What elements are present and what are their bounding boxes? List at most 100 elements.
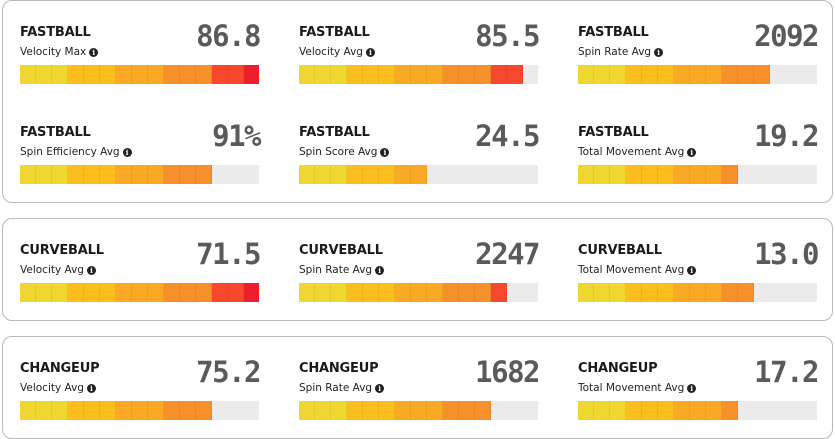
- metric-label-text: Spin Score Avg: [299, 146, 378, 158]
- bar-segment: [642, 283, 658, 302]
- info-icon[interactable]: i: [687, 266, 697, 275]
- metric-value: 71.5: [196, 237, 261, 271]
- bar-segment: [52, 65, 68, 84]
- bar-segment: [148, 283, 164, 302]
- bar-segment: [395, 401, 411, 420]
- bar-segment: [459, 65, 475, 84]
- bar-segment: [427, 401, 443, 420]
- bar-segment: [379, 65, 395, 84]
- bar-segment: [475, 401, 491, 420]
- bar-segment: [642, 65, 658, 84]
- metric-value: 86.8: [196, 19, 261, 53]
- bar-segment: [610, 65, 626, 84]
- info-icon[interactable]: i: [86, 384, 96, 393]
- percentile-bar: [578, 165, 817, 184]
- bar-segment: [379, 165, 395, 184]
- metric-curveball-velocity-avg: CURVEBALL Velocity Avg i 71.5: [20, 219, 261, 303]
- metric-value: 13.0: [754, 237, 819, 271]
- bar-segment: [363, 165, 379, 184]
- bar-segment: [395, 283, 411, 302]
- bar-segment: [196, 401, 212, 420]
- bar-segment: [196, 165, 212, 184]
- metric-label: Spin Efficiency Avg i: [20, 146, 132, 158]
- metric-label: Spin Rate Avg i: [299, 382, 385, 394]
- metric-label: Velocity Avg i: [299, 46, 375, 58]
- bar-segment: [116, 283, 132, 302]
- bar-segment: [610, 283, 626, 302]
- bar-segment: [626, 401, 642, 420]
- bar-segment: [690, 65, 706, 84]
- info-icon[interactable]: i: [380, 148, 390, 157]
- bar-segment: [411, 165, 427, 184]
- bar-segment: [690, 165, 706, 184]
- bar-segment: [626, 65, 642, 84]
- metric-value: 24.5: [475, 119, 540, 153]
- bar-segment: [116, 65, 132, 84]
- bar-segment: [315, 65, 331, 84]
- metric-label-text: Total Movement Avg: [578, 264, 685, 276]
- info-icon[interactable]: i: [89, 48, 99, 57]
- metric-label-text: Velocity Avg: [20, 382, 84, 394]
- bar-segment: [674, 283, 690, 302]
- bar-segment: [475, 283, 491, 302]
- bar-segment: [68, 165, 84, 184]
- bar-segment: [443, 65, 459, 84]
- bar-segment: [20, 283, 36, 302]
- metric-fastball-velocity-max: FASTBALL Velocity Max i 86.8: [20, 1, 261, 85]
- bar-segment: [20, 165, 36, 184]
- bar-segment: [315, 165, 331, 184]
- bar-segment: [100, 283, 116, 302]
- info-icon[interactable]: i: [122, 148, 132, 157]
- metric-value: 91%: [212, 119, 261, 153]
- metric-label-text: Velocity Max: [20, 46, 87, 58]
- bar-segment: [68, 401, 84, 420]
- bar-segment: [347, 283, 363, 302]
- bar-segment: [36, 65, 52, 84]
- info-icon[interactable]: i: [654, 48, 664, 57]
- percentile-bar: [299, 165, 538, 184]
- bar-segment: [212, 283, 228, 302]
- percentile-bar: [578, 401, 817, 420]
- bar-segment: [84, 401, 100, 420]
- bar-segment: [594, 401, 610, 420]
- bar-segment: [674, 401, 690, 420]
- info-icon[interactable]: i: [687, 148, 697, 157]
- percentile-bar: [299, 65, 538, 84]
- bar-segment: [411, 401, 427, 420]
- bar-segment: [674, 65, 690, 84]
- pitch-name: FASTBALL: [20, 25, 91, 40]
- bar-segment: [690, 283, 706, 302]
- bar-segment: [411, 283, 427, 302]
- bar-segment: [228, 65, 244, 84]
- bar-segment: [196, 65, 212, 84]
- bar-segment: [578, 401, 594, 420]
- metric-changeup-spin-rate-avg: CHANGEUP Spin Rate Avg i 1682: [299, 337, 540, 421]
- bar-segment: [331, 65, 347, 84]
- bar-segment: [578, 165, 594, 184]
- bar-segment: [626, 165, 642, 184]
- info-icon[interactable]: i: [365, 48, 375, 57]
- info-icon[interactable]: i: [86, 266, 96, 275]
- pitch-name: CHANGEUP: [299, 361, 379, 376]
- pitch-name: CURVEBALL: [20, 243, 104, 258]
- info-icon[interactable]: i: [687, 384, 697, 393]
- info-icon[interactable]: i: [375, 384, 385, 393]
- bar-segment: [148, 65, 164, 84]
- bar-segment: [52, 283, 68, 302]
- metric-label-text: Spin Rate Avg: [578, 46, 652, 58]
- bar-segment: [36, 165, 52, 184]
- info-icon[interactable]: i: [375, 266, 385, 275]
- bar-segment: [507, 65, 523, 84]
- bar-segment: [706, 283, 722, 302]
- bar-segment: [299, 401, 315, 420]
- metric-label-text: Spin Rate Avg: [299, 382, 373, 394]
- bar-segment: [363, 65, 379, 84]
- bar-segment: [594, 165, 610, 184]
- percentile-bar: [20, 65, 259, 84]
- bar-segment: [722, 65, 738, 84]
- bar-segment: [363, 283, 379, 302]
- bar-segment: [180, 283, 196, 302]
- bar-segment: [395, 165, 411, 184]
- bar-segment: [722, 283, 738, 302]
- bar-segment: [331, 283, 347, 302]
